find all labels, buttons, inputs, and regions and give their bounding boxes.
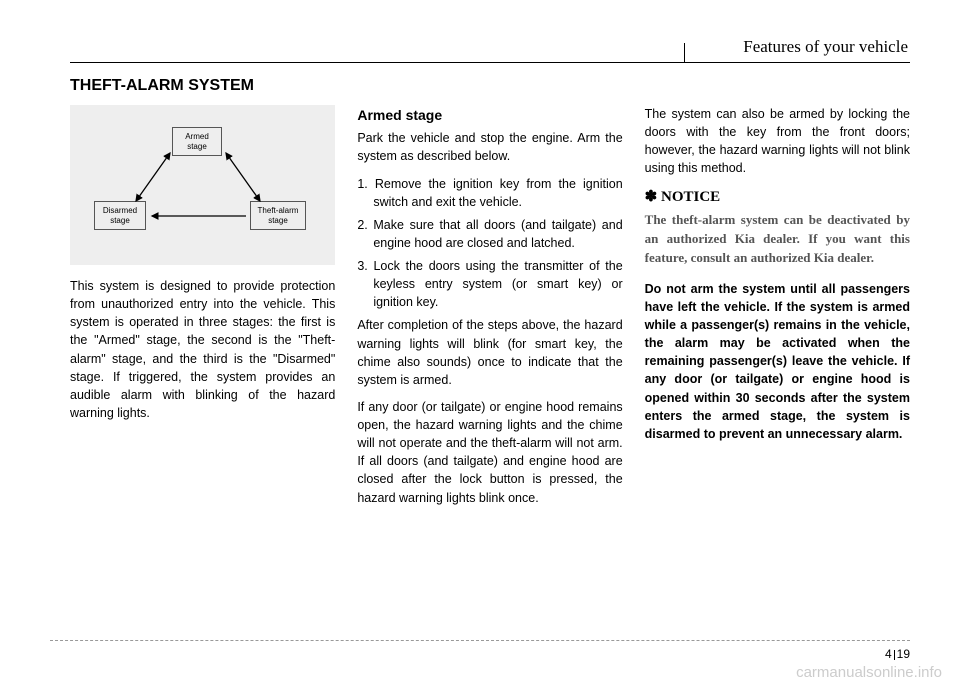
watermark: carmanualsonline.info xyxy=(796,664,942,681)
col2-step1: 1. Remove the ignition key from the igni… xyxy=(357,175,622,211)
arrow-horizontal xyxy=(148,211,248,221)
col2-para2: After completion of the steps above, the… xyxy=(357,316,622,389)
page-footer: 4 19 xyxy=(885,647,910,661)
col2-para3: If any door (or tailgate) or engine hood… xyxy=(357,398,622,507)
header-divider xyxy=(684,43,685,63)
arrow-right-top xyxy=(218,147,268,207)
column-2: Armed stage Park the vehicle and stop th… xyxy=(357,105,622,516)
crop-mark-bottom xyxy=(50,640,910,641)
armed-stage-title: Armed stage xyxy=(357,105,622,125)
col2-step2: 2. Make sure that all doors (and tailgat… xyxy=(357,216,622,252)
col2-step3: 3. Lock the doors using the transmitter … xyxy=(357,257,622,311)
page-title: THEFT-ALARM SYSTEM xyxy=(70,77,910,95)
notice-body: The theft-alarm system can be deactivate… xyxy=(645,211,910,268)
notice-mark: ✽ xyxy=(645,189,658,205)
notice-title: NOTICE xyxy=(661,189,720,205)
col2-para1: Park the vehicle and stop the engine. Ar… xyxy=(357,129,622,165)
col1-para1: This system is designed to provide prote… xyxy=(70,277,335,422)
section-title: Features of your vehicle xyxy=(70,35,910,57)
footer-sep xyxy=(894,650,895,660)
chapter-number: 4 xyxy=(885,647,892,661)
header: Features of your vehicle xyxy=(70,35,910,63)
col3-para1: The system can also be armed by locking … xyxy=(645,105,910,178)
notice-heading: ✽ NOTICE xyxy=(645,187,910,209)
column-3: The system can also be armed by locking … xyxy=(645,105,910,516)
page-number: 19 xyxy=(897,647,910,661)
arrow-left-top xyxy=(130,147,180,207)
column-1: Armedstage Disarmedstage Theft-alarmstag… xyxy=(70,105,335,516)
stage-diagram: Armedstage Disarmedstage Theft-alarmstag… xyxy=(70,105,335,265)
col3-para2: Do not arm the system until all passenge… xyxy=(645,280,910,443)
